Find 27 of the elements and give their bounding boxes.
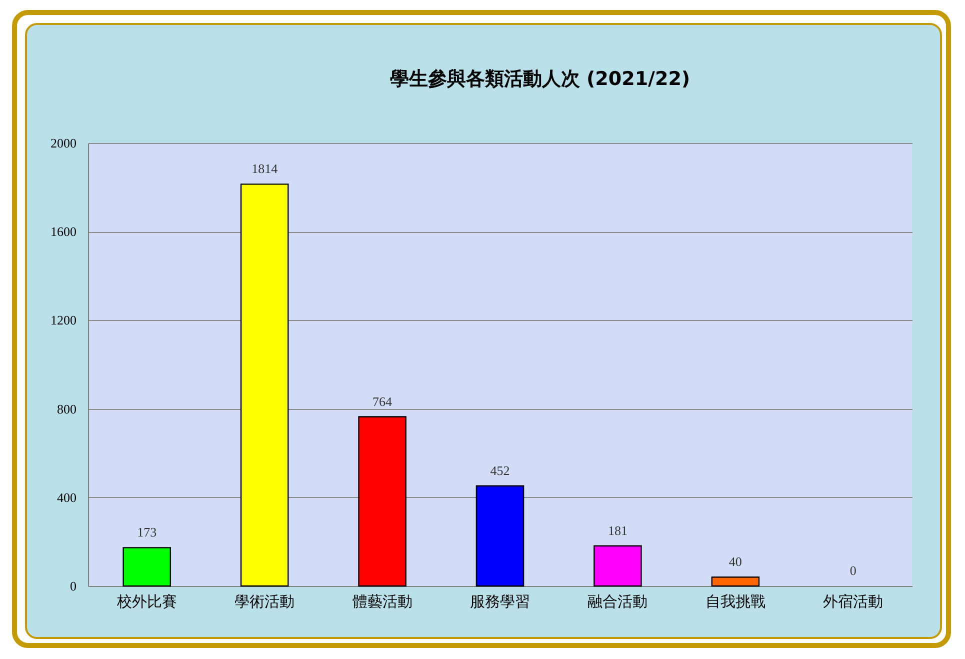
data-label: 40 [728,554,742,570]
x-tick-label: 體藝活動 [352,592,412,610]
y-tick-label: 1200 [50,312,76,328]
x-tick-label: 學術活動 [234,592,295,610]
bar [594,545,642,587]
x-tick-label: 外宿活動 [823,592,884,610]
data-label: 764 [372,394,393,409]
data-label: 173 [137,524,157,540]
bar [122,547,171,587]
bar [240,184,289,587]
data-label: 452 [490,462,510,478]
data-label: 0 [850,563,856,578]
x-tick-label: 自我挑戰 [705,592,766,610]
bar [711,576,760,587]
bar [476,485,524,587]
chart-title: 學生參與各類活動人次 (2021/22) [390,68,690,90]
y-tick-label: 1600 [50,224,76,240]
y-tick-label: 800 [57,401,76,416]
x-tick-label: 服務學習 [470,592,530,610]
y-tick-label: 400 [57,490,76,505]
y-tick-label: 0 [70,578,76,594]
data-label: 181 [608,522,628,538]
y-tick-label: 2000 [50,136,76,150]
data-label: 1814 [252,161,278,176]
bar [358,416,406,587]
x-tick-label: 校外比賽 [116,592,177,610]
x-tick-label: 融合活動 [588,592,648,610]
